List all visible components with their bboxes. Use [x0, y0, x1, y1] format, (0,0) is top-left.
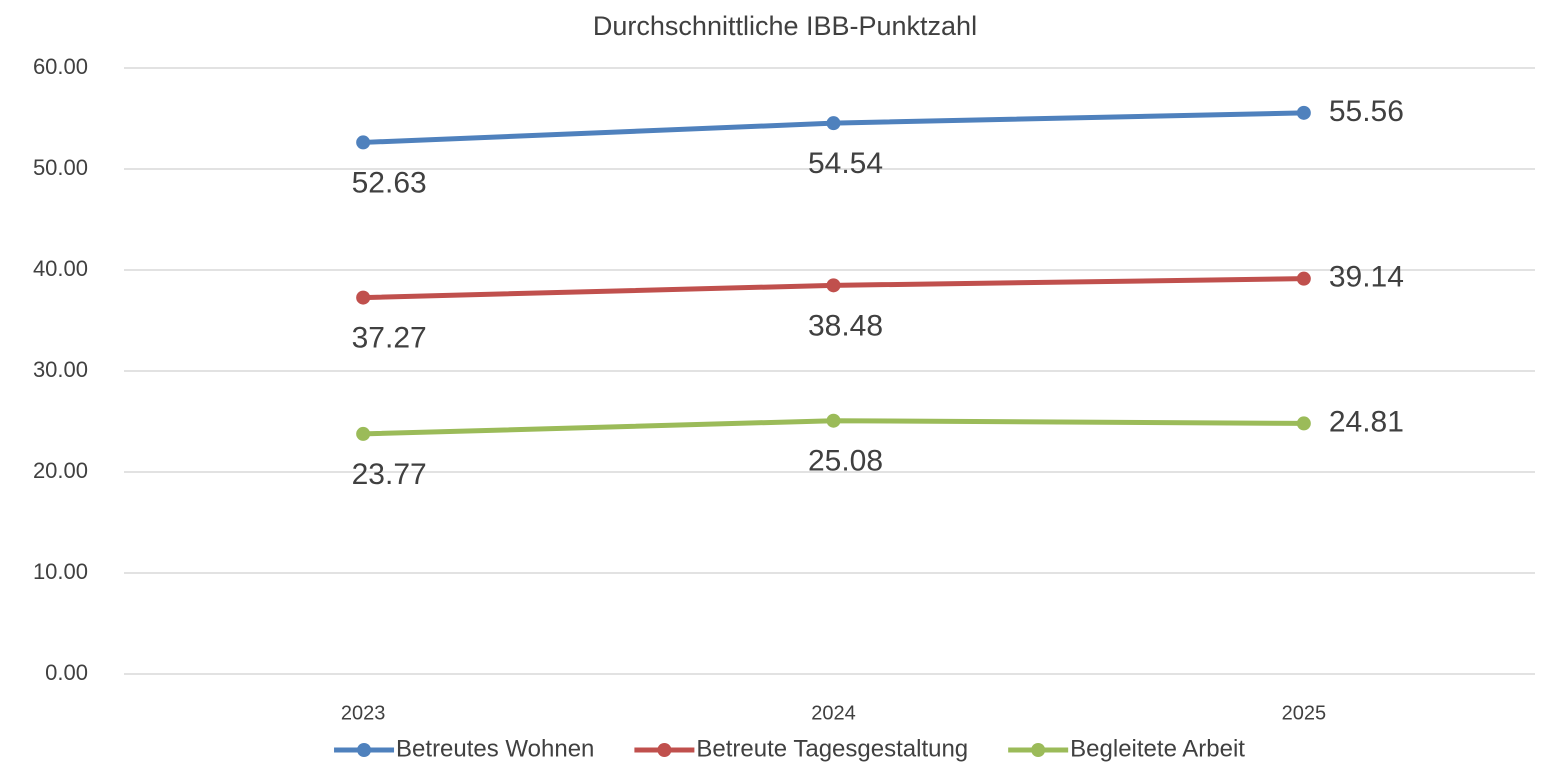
- legend-item: Begleitete Arbeit: [1008, 735, 1245, 762]
- legend-marker: [1031, 743, 1046, 757]
- y-tick-label: 30.00: [33, 357, 88, 382]
- data-point: [356, 135, 371, 150]
- data-point: [1296, 416, 1311, 431]
- data-point: [826, 413, 841, 428]
- y-tick-label: 50.00: [33, 155, 88, 180]
- data-label: 39.14: [1329, 261, 1404, 294]
- y-tick-label: 60.00: [33, 54, 88, 79]
- data-label: 37.27: [352, 321, 427, 354]
- legend-item: Betreutes Wohnen: [334, 735, 594, 762]
- data-point: [356, 426, 371, 441]
- legend-item: Betreute Tagesgestaltung: [634, 735, 968, 762]
- data-point: [826, 278, 841, 293]
- data-point: [826, 116, 841, 131]
- y-tick-label: 20.00: [33, 458, 88, 483]
- legend-label: Begleitete Arbeit: [1070, 735, 1245, 762]
- y-tick-label: 40.00: [33, 256, 88, 281]
- data-point: [1296, 105, 1311, 120]
- legend-label: Betreutes Wohnen: [396, 735, 594, 762]
- data-label: 55.56: [1329, 95, 1404, 128]
- y-tick-label: 10.00: [33, 559, 88, 584]
- y-tick-label: 0.00: [45, 660, 88, 685]
- data-point: [356, 290, 371, 305]
- x-tick-label: 2024: [811, 702, 856, 724]
- x-tick-label: 2023: [341, 702, 386, 724]
- legend-marker: [657, 743, 672, 757]
- data-point: [1296, 271, 1311, 286]
- chart-title: Durchschnittliche IBB-Punktzahl: [593, 11, 977, 41]
- legend-marker: [357, 743, 372, 757]
- data-label: 38.48: [808, 309, 883, 342]
- legend-label: Betreute Tagesgestaltung: [696, 735, 968, 762]
- data-label: 25.08: [808, 445, 883, 478]
- data-label: 52.63: [352, 166, 427, 199]
- data-label: 24.81: [1329, 405, 1404, 438]
- data-label: 23.77: [352, 458, 427, 491]
- data-label: 54.54: [808, 147, 883, 180]
- x-tick-label: 2025: [1282, 702, 1327, 724]
